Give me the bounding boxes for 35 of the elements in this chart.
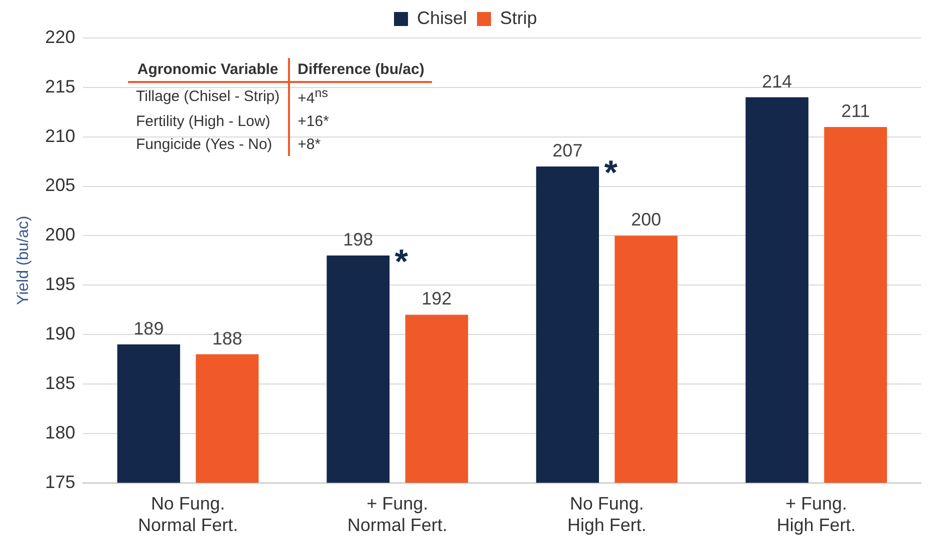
y-tick-label: 180	[45, 422, 76, 442]
x-tick-label: No Fung. Normal Fert.	[138, 494, 238, 536]
x-tick-label: No Fung. High Fert.	[567, 494, 646, 536]
annotation: Difference (bu/ac)	[288, 58, 432, 82]
data-label: 211	[841, 100, 870, 121]
y-tick-label: 215	[45, 76, 76, 96]
x-tick-label: + Fung. High Fert.	[776, 494, 856, 536]
data-label: 200	[631, 210, 662, 230]
y-tick-label: 220	[45, 26, 76, 47]
annotation: +16*	[288, 110, 432, 133]
annotation: Fertility (High - Low)	[135, 112, 272, 132]
annotation: Fungicide (Yes - No)	[135, 135, 274, 155]
y-tick-label: 195	[45, 274, 76, 294]
annotation: +8*	[288, 133, 432, 156]
data-label: 192	[422, 288, 452, 309]
data-label: 188	[212, 328, 242, 348]
y-tick-label: 175	[45, 472, 76, 492]
data-label: 198	[343, 229, 374, 250]
y-tick-label: 210	[45, 126, 76, 146]
annotation: +4$^{ns}$	[288, 82, 432, 110]
annotation: *	[394, 242, 409, 281]
data-label: 189	[134, 318, 164, 338]
data-label: 207	[552, 140, 583, 160]
y-axis-title: Yield (bu/ac)	[15, 216, 32, 306]
annotation: Tillage (Chisel - Strip)	[135, 87, 281, 107]
y-tick-label: 185	[45, 372, 76, 393]
y-tick-label: 190	[45, 324, 76, 344]
legend-label: Chisel	[416, 8, 468, 28]
x-tick-label: + Fung. Normal Fert.	[347, 494, 448, 536]
y-tick-label: 200	[45, 224, 76, 245]
annotation: Agronomic Variable	[128, 58, 289, 82]
data-label: 214	[762, 71, 792, 92]
y-tick-label: 205	[45, 175, 76, 196]
annotation: *	[604, 154, 618, 192]
legend-label: Strip	[500, 8, 538, 28]
